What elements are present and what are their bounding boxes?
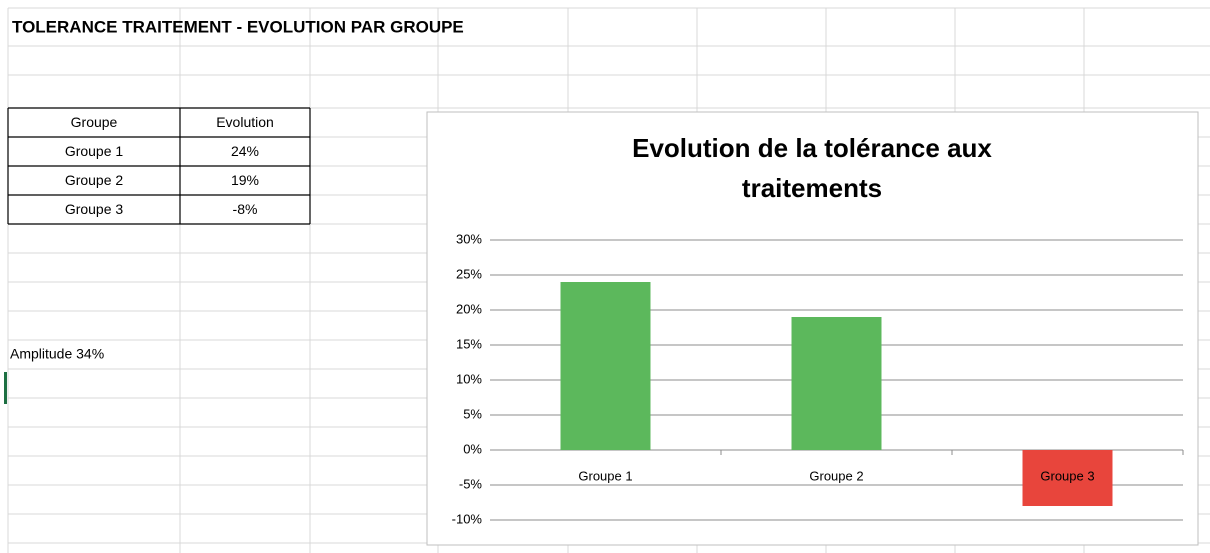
y-tick-label: 5% [463,406,482,421]
y-tick-label: 10% [456,371,482,386]
x-tick-label: Groupe 2 [809,468,863,483]
bar [560,282,651,450]
x-tick-label: Groupe 1 [578,468,632,483]
bar [791,317,882,450]
table-cell: Groupe 1 [65,143,124,159]
table-cell: Evolution [216,114,274,130]
y-tick-label: 15% [456,336,482,351]
cell-cursor [4,372,7,404]
table-cell: 24% [231,143,259,159]
y-tick-label: 20% [456,301,482,316]
table-cell: Groupe [71,114,118,130]
sheet-title: TOLERANCE TRAITEMENT - EVOLUTION PAR GRO… [12,17,464,36]
table-cell: Groupe 3 [65,201,124,217]
y-tick-label: -5% [459,476,483,491]
table-cell: 19% [231,172,259,188]
table-cell: -8% [233,201,258,217]
y-tick-label: 25% [456,266,482,281]
y-tick-label: 0% [463,441,482,456]
note: Amplitude 34% [10,346,104,362]
x-tick-label: Groupe 3 [1040,468,1094,483]
bar [1022,450,1113,506]
chart-title: Evolution de la tolérance aux traitement… [632,133,992,203]
data-table: Groupe Evolution Groupe 1 24% Groupe 2 19% Gro… [7,107,311,225]
y-tick-label: -10% [452,511,483,526]
table-cell: Groupe 2 [65,172,124,188]
y-tick-label: 30% [456,231,482,246]
chart-title-box: Evolution de la tolérance aux traitement… [632,133,992,203]
chart: -10% -5% 0% 5% 10% 15% 20% 25% 30% Groupe 1 Groupe… [452,231,1184,526]
